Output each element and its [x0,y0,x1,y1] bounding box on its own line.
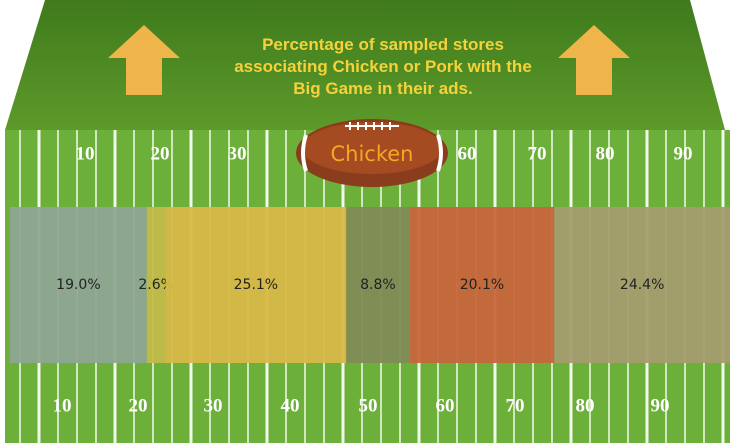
bar-group: 19.0% 2.6% 25.1% 8.8% 20.1% 24.4% [10,207,730,363]
title-line: Big Game in their ads. [293,79,473,98]
value-label: 24.4% [620,277,664,293]
value-label: 2.6% [138,277,174,293]
field-number: 80 [596,143,615,164]
title-line: Percentage of sampled stores [262,35,504,54]
value-label: 8.8% [360,277,396,293]
arrow-right [558,25,630,95]
field-number: 90 [651,395,670,416]
field-number: 70 [506,395,525,416]
football: Chicken [296,119,448,187]
bar-segment [165,207,347,363]
roof [5,0,725,130]
bar-segment [554,207,730,363]
ball-stripes [301,134,443,172]
field-number: 20 [151,143,170,164]
field-number: 60 [458,143,477,164]
bar-segment [10,207,147,363]
field-number: 20 [129,395,148,416]
ball-highlight [302,122,442,174]
ball-label: Chicken [331,142,414,166]
field-number: 10 [53,395,72,416]
field-number: 40 [281,395,300,416]
field-number: 90 [674,143,693,164]
value-label: 25.1% [234,277,278,293]
field-number: 70 [528,143,547,164]
field-number: 30 [204,395,223,416]
field-number: 60 [436,395,455,416]
arrow-left [108,25,180,95]
value-label: 20.1% [460,277,504,293]
field-number: 50 [359,395,378,416]
value-label: 19.0% [56,277,100,293]
field-number: 30 [228,143,247,164]
title-line: associating Chicken or Pork with the [234,57,532,76]
ball-laces [345,122,399,130]
bar-segment [346,207,410,363]
bar-segment [146,207,166,363]
field-number: 10 [76,143,95,164]
field-number: 80 [576,395,595,416]
bar-segment [409,207,555,363]
